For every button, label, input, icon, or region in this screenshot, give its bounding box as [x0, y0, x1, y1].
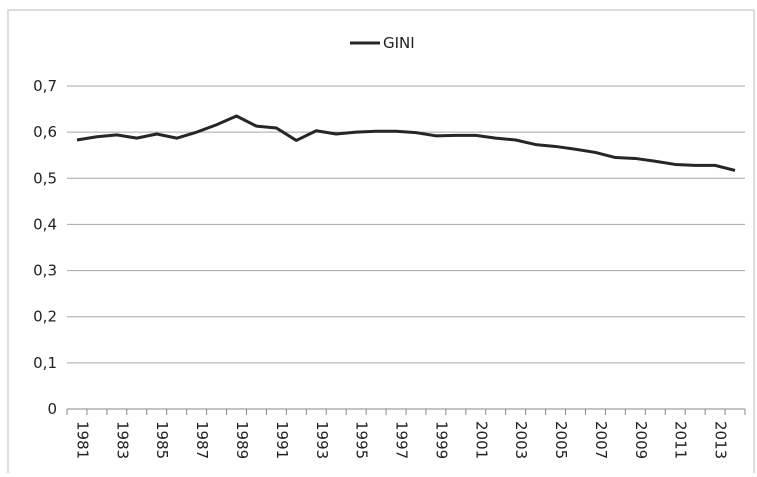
x-tick-label: 1995 [353, 421, 371, 459]
chart-border [7, 9, 755, 477]
x-tick-label: 1999 [432, 421, 450, 459]
y-tick-label: 0,7 [33, 77, 57, 95]
y-tick-label: 0,5 [33, 169, 57, 187]
y-tick-label: 0,3 [33, 262, 57, 280]
x-tick-label: 1989 [233, 421, 251, 459]
y-tick-label: 0,4 [33, 215, 57, 233]
x-tick-label: 2003 [512, 421, 530, 459]
y-tick-label: 0,1 [33, 354, 57, 372]
x-tick-label: 2011 [672, 421, 690, 459]
legend-label: GINI [383, 34, 415, 52]
x-tick-label: 1987 [193, 421, 211, 459]
x-tick-label: 2005 [552, 421, 570, 459]
x-tick-label: 2007 [592, 421, 610, 459]
x-tick-label: 1997 [393, 421, 411, 459]
y-tick-label: 0 [47, 400, 57, 418]
x-tick-label: 1985 [153, 421, 171, 459]
x-tick-label: 2013 [712, 421, 730, 459]
x-tick-label: 1981 [73, 421, 91, 459]
x-tick-label: 1983 [113, 421, 131, 459]
data-line [76, 114, 736, 172]
x-tick-label: 1991 [273, 421, 291, 459]
x-tick-label: 2009 [632, 421, 650, 459]
y-tick-label: 0,6 [33, 123, 57, 141]
x-tick-label: 2001 [472, 421, 490, 459]
y-tick-label: 0,2 [33, 308, 57, 326]
x-tick-label: 1993 [313, 421, 331, 459]
